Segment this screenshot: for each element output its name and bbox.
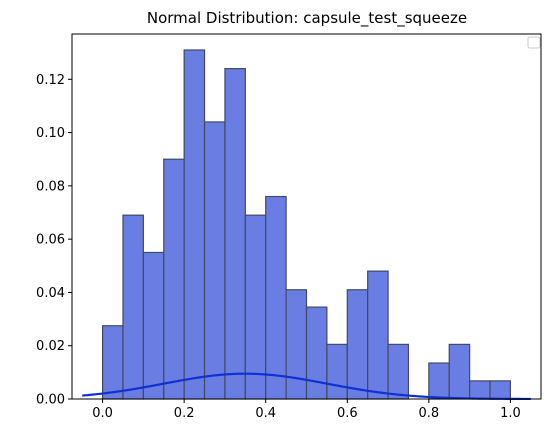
histogram-bar (122, 214, 144, 400)
histogram-bar (428, 362, 450, 400)
y-tick-label: 0.00 (36, 393, 65, 408)
y-tick-label: 0.04 (36, 286, 65, 301)
histogram-bar (244, 214, 267, 400)
histogram-bar (387, 343, 410, 400)
histogram-bar (163, 158, 185, 400)
histogram-bar (224, 68, 246, 400)
x-tick-label: 0.2 (174, 406, 195, 421)
x-tick-label: 0.0 (92, 406, 113, 421)
histogram-bar (265, 195, 287, 400)
y-tick-label: 0.06 (36, 233, 65, 248)
x-tick-label: 0.6 (337, 406, 358, 421)
axes-frame (71, 33, 542, 400)
histogram-bar (489, 380, 512, 400)
x-tick-label: 1.0 (500, 406, 521, 421)
y-tick-label: 0.08 (36, 179, 65, 194)
histogram-bar (183, 49, 206, 400)
histogram-bar (285, 289, 308, 400)
histogram-bar (326, 343, 348, 400)
normal-curve-line (82, 372, 531, 401)
x-tick-label: 0.8 (419, 406, 440, 421)
histogram-bar (101, 325, 124, 400)
histogram-bar (203, 121, 226, 400)
y-tick-label: 0.12 (36, 73, 65, 88)
histogram-bar (367, 270, 389, 400)
histogram-bar (305, 306, 328, 400)
legend-box (527, 36, 541, 49)
y-tick-label: 0.02 (36, 339, 65, 354)
y-tick-label: 0.10 (36, 126, 65, 141)
histogram-bar (142, 251, 165, 400)
x-tick-label: 0.4 (255, 406, 276, 421)
histogram-bar (346, 289, 369, 400)
chart-title: Normal Distribution: capsule_test_squeez… (147, 9, 467, 28)
plot-area: 0.0 0.2 0.4 0.6 0.8 1.0 0.00 0.02 0.04 0.06 0.08 0.… (36, 33, 542, 421)
histogram-bar (448, 343, 471, 400)
histogram-bar (469, 380, 491, 400)
